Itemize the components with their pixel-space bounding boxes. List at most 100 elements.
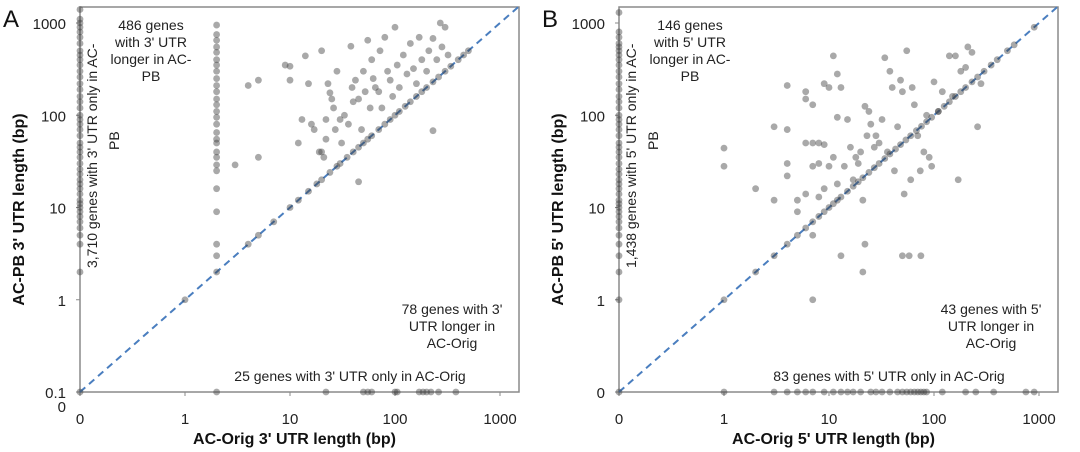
data-point [615,120,623,128]
data-point [954,176,962,184]
data-point [76,120,84,128]
data-point [872,388,880,396]
data-point [854,178,862,186]
data-point [615,180,623,188]
data-point [395,84,403,91]
data-point [900,190,908,198]
data-point [76,93,84,100]
data-point [615,56,623,64]
data-point [938,88,946,96]
data-point [419,388,427,396]
y-tick-label: 100 [580,108,605,125]
data-point [615,218,623,226]
annotation-upper-left: 486 genes with 3' UTR longer in AC-PB [111,17,192,84]
data-point [918,122,925,130]
data-point [872,132,880,140]
data-point [76,240,84,248]
data-point [720,162,728,170]
data-point [837,252,845,260]
data-point [940,102,948,110]
data-point [615,388,623,396]
data-point [213,31,221,38]
data-point [371,84,379,91]
data-point [934,108,942,115]
data-point [294,139,302,147]
data-point [905,252,913,260]
data-point [347,42,355,50]
data-point [925,153,933,161]
data-point [615,28,623,36]
data-point [376,47,384,55]
data-point [865,169,873,176]
data-point [815,213,823,220]
data-point [359,67,367,75]
data-point [837,388,845,396]
annotation-lower-right: 78 genes with 3' UTR longer in AC-Orig [402,301,503,351]
data-point [825,84,833,91]
data-point [213,135,221,143]
data-point [76,104,84,112]
x-tick-label: 0 [615,411,623,428]
data-point [962,84,970,91]
x-tick-label: 1 [181,411,189,428]
panel-label: B [542,6,558,33]
data-point [867,388,875,396]
data-point [923,388,930,396]
data-point [213,388,221,396]
data-point [427,388,435,396]
data-point [829,388,837,396]
data-point [423,388,431,396]
y-tick-label-extra: 0 [58,399,66,416]
data-point [815,193,823,201]
annotation-line: PB [645,131,661,150]
data-point [364,36,372,44]
data-point [213,268,221,276]
annotation-line: with 3' UTR [114,34,187,50]
data-point [345,120,352,128]
data-point [415,388,423,396]
data-point [328,95,336,103]
data-point [962,64,970,71]
data-point [1030,23,1038,31]
data-point [852,153,860,161]
data-point [615,111,623,119]
x-axis-title: AC-Orig 3' UTR length (bp) [193,431,396,448]
data-points [76,6,472,396]
data-point [348,84,356,91]
data-point [844,116,851,123]
data-point [415,33,423,41]
data-point [793,231,801,239]
data-point [213,101,221,109]
data-point [349,98,357,106]
annotation-line: PB [106,131,122,150]
data-point [881,54,889,62]
data-point [341,111,348,119]
annotation-line: 43 genes with 5' [941,301,1042,317]
data-point [863,132,871,140]
data-point [76,80,84,88]
data-point [897,76,904,84]
data-point [793,208,801,216]
data-point [833,196,841,204]
data-point [802,139,810,147]
data-point [76,180,84,188]
data-point [76,40,84,47]
annotation-lower-right: 43 genes with 5' UTR longer in AC-Orig [941,301,1042,351]
data-point [974,123,981,131]
data-point [615,213,623,220]
data-point [254,153,262,161]
data-point [809,296,817,304]
data-point [76,208,84,216]
data-point [844,388,851,396]
data-point [76,268,84,276]
data-point [213,153,221,161]
data-point [76,200,84,208]
data-point [1022,388,1030,396]
data-point [865,108,873,115]
data-point [436,19,444,27]
y-tick-label: 0.1 [45,385,66,402]
data-point [368,56,376,64]
y-tick-label: 10 [588,201,605,218]
data-point [76,185,84,193]
data-point [399,51,407,59]
